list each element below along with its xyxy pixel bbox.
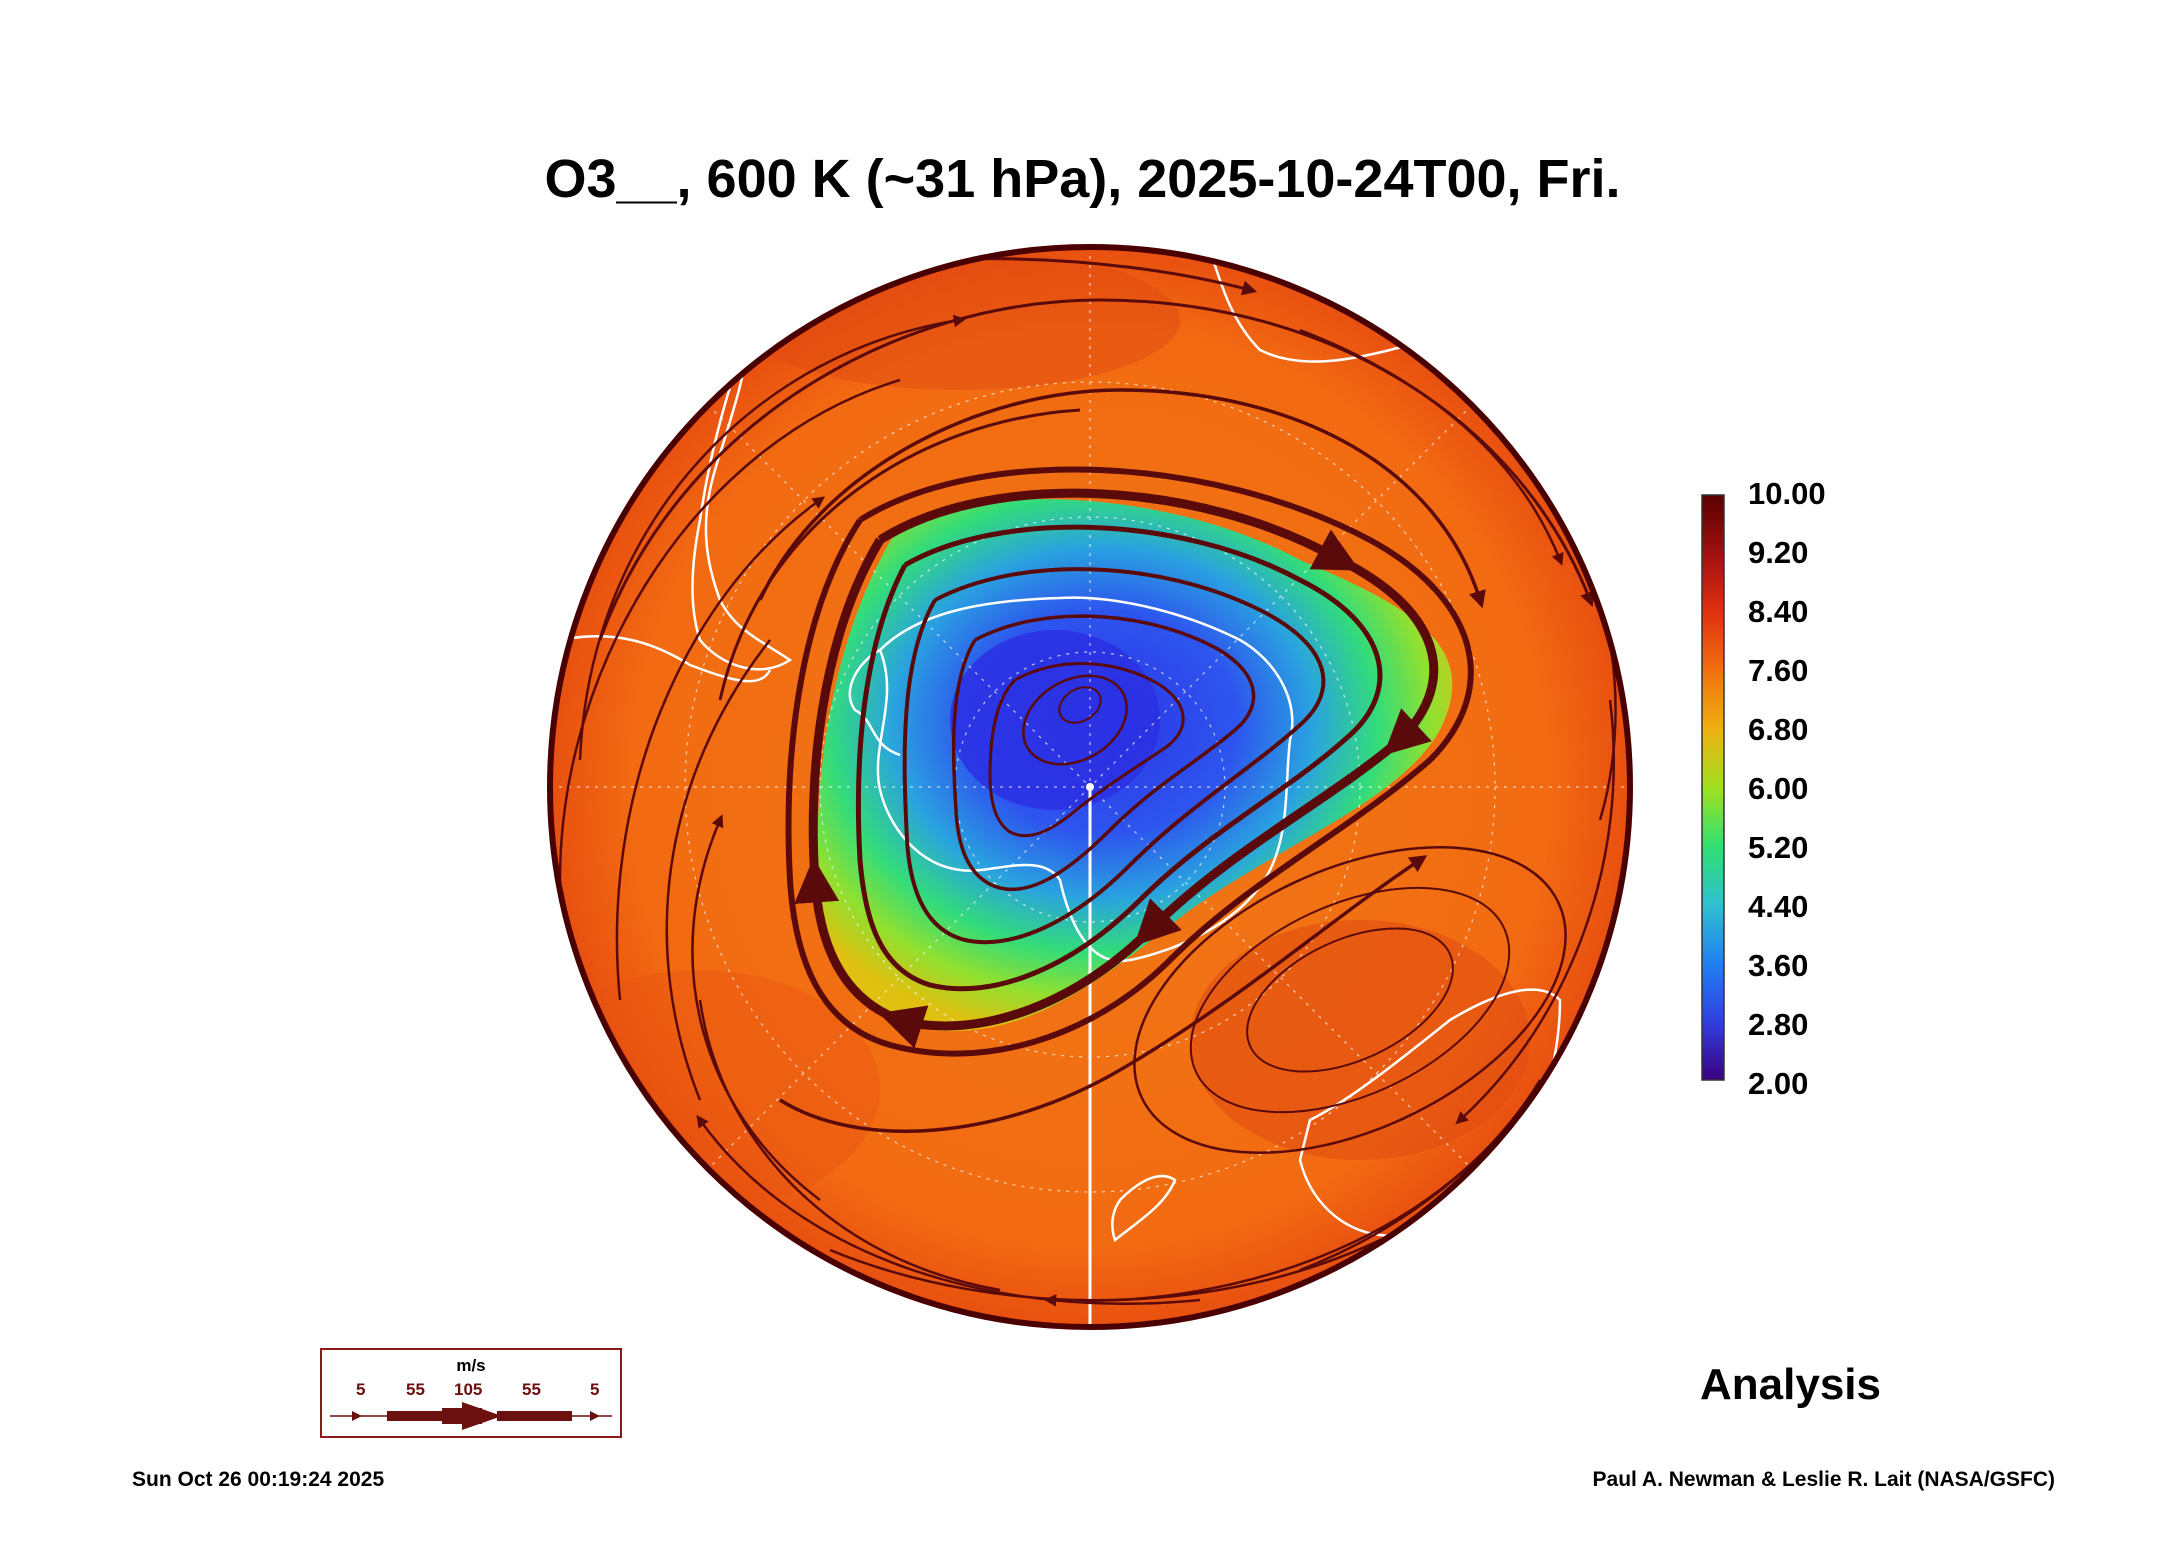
wind-legend-value: 5 <box>356 1380 366 1399</box>
wind-speed-legend: m/s 5 55 105 55 5 <box>320 1348 622 1438</box>
credit-text: Paul A. Newman & Leslie R. Lait (NASA/GS… <box>1592 1468 2055 1491</box>
colorbar <box>1701 494 1725 1081</box>
colorbar-tick: 3.60 <box>1748 948 1809 983</box>
ozone-minimum-region <box>950 630 1160 810</box>
colorbar-tick: 7.60 <box>1748 653 1809 688</box>
colorbar-tick: 6.00 <box>1748 771 1809 806</box>
colorbar-tick: 4.40 <box>1748 889 1809 924</box>
wind-legend-value: 55 <box>522 1380 541 1399</box>
analysis-label: Analysis <box>1700 1360 1881 1409</box>
colorbar-tick: 10.00 <box>1748 476 1826 511</box>
colorbar-tick: 2.80 <box>1748 1007 1809 1042</box>
wind-legend-value: 55 <box>406 1380 425 1399</box>
south-pole-marker <box>1086 783 1094 791</box>
generated-timestamp: Sun Oct 26 00:19:24 2025 <box>132 1468 385 1491</box>
ozone-high-region <box>1190 920 1530 1160</box>
colorbar-tick: 5.20 <box>1748 830 1809 865</box>
wind-legend-value: 105 <box>454 1380 483 1399</box>
wind-legend-unit: m/s <box>456 1356 486 1375</box>
wind-legend-value: 5 <box>590 1380 600 1399</box>
map-border <box>547 244 1633 1330</box>
colorbar-tick: 6.80 <box>1748 712 1809 747</box>
colorbar-tick: 9.20 <box>1748 535 1809 570</box>
map-title: O3__, 600 K (~31 hPa), 2025-10-24T00, Fr… <box>544 149 1621 209</box>
colorbar-tick: 2.00 <box>1748 1066 1809 1101</box>
wind-legend-arrows <box>330 1402 612 1430</box>
colorbar-tick: 8.40 <box>1748 594 1809 629</box>
